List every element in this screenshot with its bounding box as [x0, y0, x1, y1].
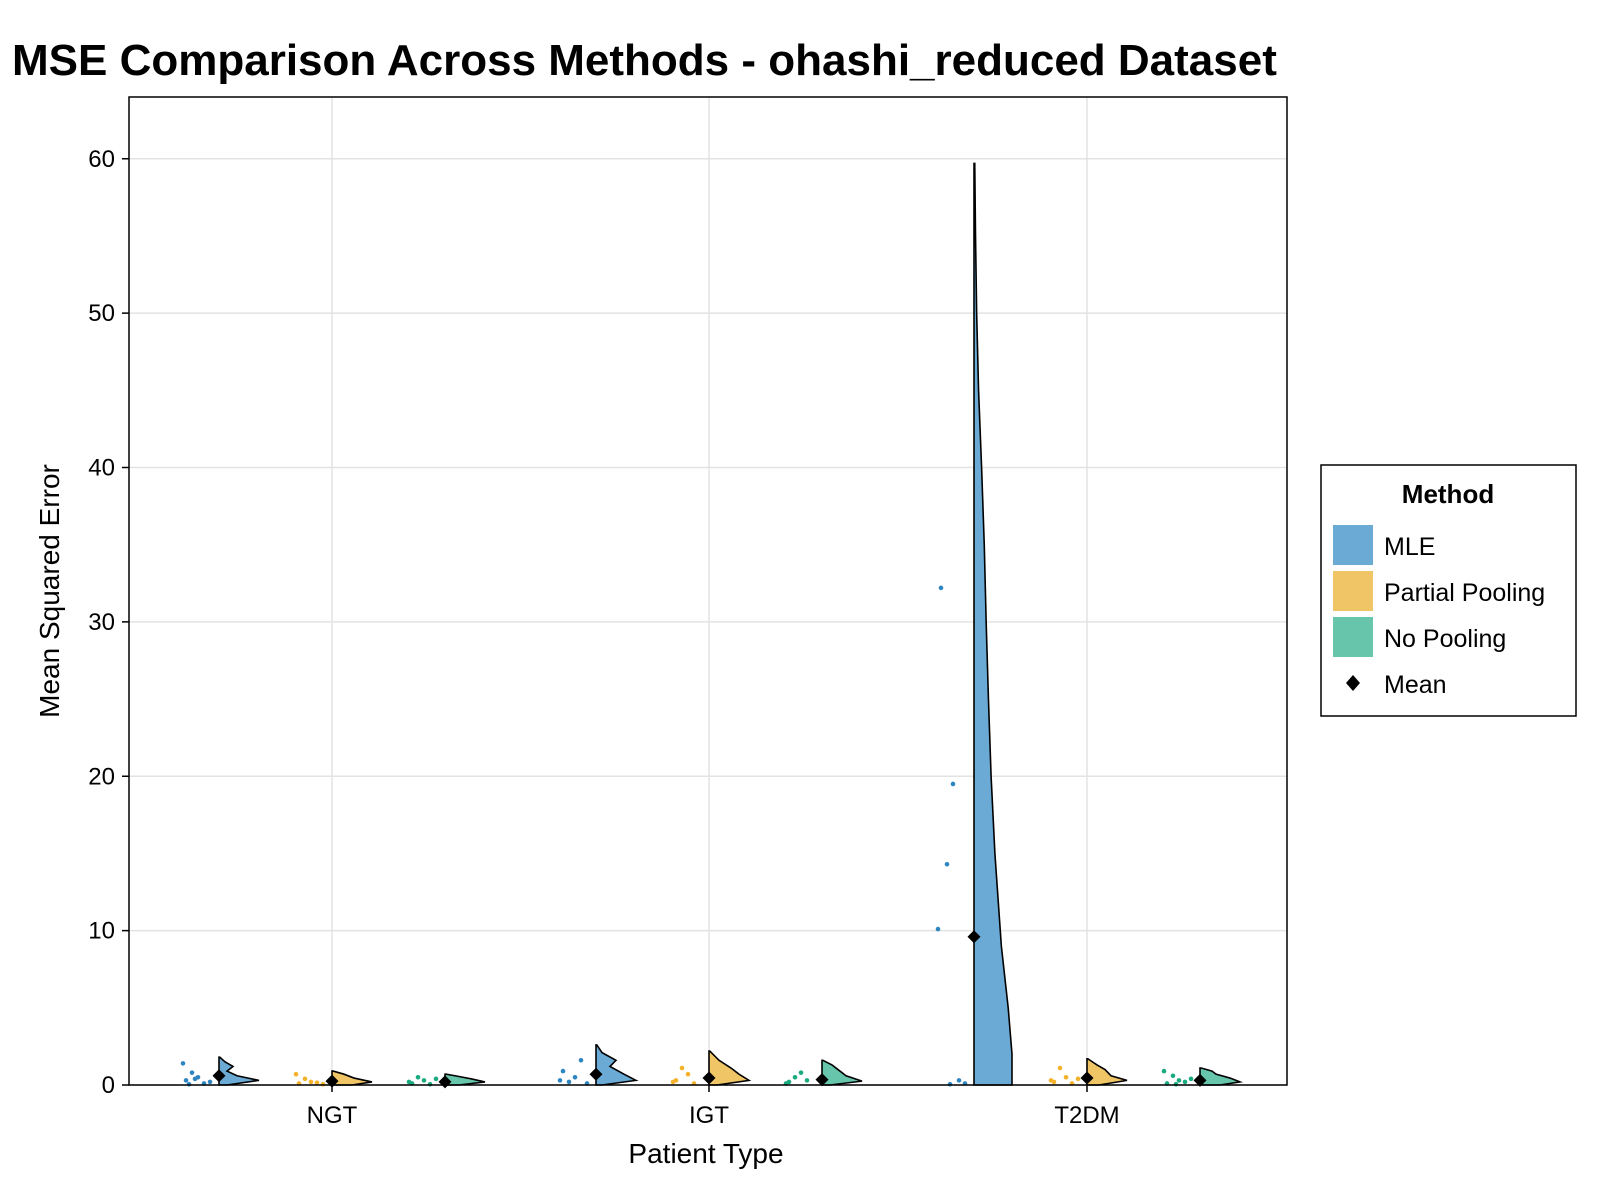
data-point: [180, 1061, 186, 1066]
data-point: [183, 1078, 189, 1083]
data-point: [679, 1065, 685, 1071]
y-tick-label: 30: [88, 609, 115, 636]
data-point: [792, 1074, 798, 1080]
data-point: [935, 926, 941, 932]
data-point: [1173, 1081, 1179, 1087]
data-point: [1170, 1073, 1176, 1079]
legend-swatch-partial-pooling: [1333, 571, 1373, 611]
data-point: [302, 1076, 308, 1082]
legend-swatch-no-pooling: [1333, 617, 1373, 657]
mean-marker: [815, 1073, 829, 1087]
data-point: [578, 1058, 584, 1063]
data-point: [566, 1079, 572, 1085]
mean-marker: [212, 1069, 226, 1083]
data-point: [189, 1070, 195, 1075]
data-point: [798, 1070, 804, 1075]
data-point: [950, 781, 956, 787]
data-point: [947, 1081, 953, 1087]
x-axis-label: Patient Type: [628, 1138, 783, 1169]
x-tick-label: NGT: [307, 1102, 358, 1129]
data-point: [557, 1078, 563, 1083]
data-point: [944, 861, 950, 867]
data-point: [427, 1081, 433, 1087]
mean-marker: [1080, 1071, 1094, 1085]
legend-mean-diamond-icon: [1346, 675, 1360, 691]
data-point: [207, 1079, 213, 1085]
data-point: [293, 1071, 299, 1077]
y-tick-label: 0: [102, 1072, 115, 1099]
data-point: [192, 1076, 198, 1082]
data-point: [1075, 1076, 1081, 1082]
y-tick-label: 10: [88, 918, 115, 945]
legend-title: Method: [1402, 479, 1494, 509]
violin-mle-t2dm: [973, 162, 1013, 1086]
mean-marker: [967, 930, 981, 944]
data-point: [320, 1081, 326, 1087]
legend-label-mle: MLE: [1384, 533, 1435, 561]
data-point: [1161, 1068, 1167, 1074]
data-point: [572, 1074, 578, 1080]
y-tick-label: 50: [88, 300, 115, 327]
data-point: [938, 585, 944, 591]
x-axis-ticks: NGT IGT T2DM: [307, 1085, 1120, 1129]
y-tick-label: 20: [88, 763, 115, 790]
legend: Method MLE Partial Pooling No Pooling Me…: [1320, 464, 1577, 717]
data-point: [1063, 1074, 1069, 1080]
y-tick-label: 40: [88, 455, 115, 482]
data-point: [685, 1071, 691, 1077]
legend-label-partial-pooling: Partial Pooling: [1384, 579, 1545, 607]
data-point: [1176, 1078, 1182, 1083]
plot-frame: [128, 96, 1288, 1086]
data-point: [670, 1079, 676, 1085]
data-point: [314, 1080, 320, 1085]
data-point: [1048, 1078, 1054, 1083]
legend-label-no-pooling: No Pooling: [1384, 625, 1506, 653]
data-point: [421, 1078, 427, 1083]
grid-lines: [129, 97, 1287, 1086]
data-point: [433, 1076, 439, 1082]
data-point: [186, 1081, 192, 1087]
data-point: [1188, 1076, 1194, 1082]
legend-swatch-mle: [1333, 525, 1373, 565]
legend-label-mean: Mean: [1384, 671, 1447, 699]
data-point: [956, 1078, 962, 1083]
data-point: [1057, 1065, 1063, 1071]
data-point: [560, 1068, 566, 1074]
mean-markers: [212, 930, 1207, 1089]
mean-marker: [1193, 1073, 1207, 1087]
data-point: [1182, 1079, 1188, 1085]
y-axis-label: Mean Squared Error: [34, 464, 65, 718]
violins: [218, 162, 1244, 1086]
x-tick-label: IGT: [689, 1102, 729, 1129]
data-point: [406, 1079, 412, 1085]
chart-title: MSE Comparison Across Methods - ohashi_r…: [12, 36, 1277, 85]
data-point: [415, 1074, 421, 1080]
mean-marker: [589, 1067, 603, 1081]
data-point: [308, 1079, 314, 1085]
y-axis-ticks: 0 10 20 30 40 50 60: [88, 146, 129, 1099]
y-tick-label: 60: [88, 146, 115, 173]
x-tick-label: T2DM: [1054, 1102, 1119, 1129]
data-point: [804, 1078, 810, 1083]
mean-marker: [702, 1071, 716, 1085]
